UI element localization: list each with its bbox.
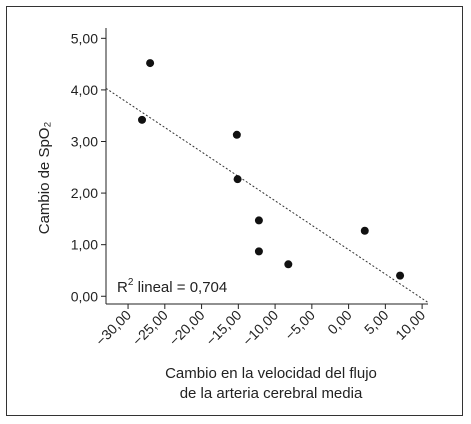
y-tick-label: 4,00 [71, 82, 98, 98]
y-tick-label: 3,00 [71, 133, 98, 149]
data-point [254, 216, 263, 225]
x-tick-label: −20,00 [166, 307, 208, 349]
data-point [233, 175, 242, 184]
x-tick-label: 5,00 [361, 307, 392, 338]
data-point [396, 271, 405, 280]
y-tick-label: 0,00 [71, 288, 98, 304]
x-tick-label: −10,00 [239, 307, 281, 349]
r-squared-annotation: R2 lineal = 0,704 [117, 277, 227, 296]
data-point [146, 59, 155, 68]
x-ticks: −30,00−25,00−20,00−15,00−10,00 −5,00 0,00 5… [92, 304, 428, 349]
axes [105, 28, 428, 305]
x-axis-title-line-1: Cambio en la velocidad del flujo [165, 365, 377, 382]
data-point [360, 226, 369, 235]
x-tick-label: −30,00 [92, 307, 134, 349]
y-tick-label: 1,00 [71, 237, 98, 253]
x-axis-title-line-2: de la arteria cerebral media [180, 385, 363, 402]
x-tick-label: 10,00 [392, 307, 428, 343]
data-point [254, 247, 263, 256]
y-tick-label: 2,00 [71, 185, 98, 201]
fit-line [105, 87, 429, 303]
x-tick-label: 0,00 [324, 307, 355, 338]
data-point [138, 115, 147, 124]
y-tick-label: 5,00 [71, 30, 98, 46]
y-ticks: 0,00 1,00 2,00 3,00 4,00 5,00 [71, 30, 106, 304]
x-tick-label: −5,00 [282, 307, 319, 344]
data-point [284, 260, 293, 269]
x-tick-label: −25,00 [129, 307, 171, 349]
figure-frame [6, 6, 463, 416]
x-tick-label: −15,00 [203, 307, 245, 349]
data-points [138, 59, 405, 280]
data-point [232, 130, 241, 139]
fit-line-group [105, 87, 429, 303]
y-axis-title: Cambio de SpO₂ [36, 122, 53, 235]
